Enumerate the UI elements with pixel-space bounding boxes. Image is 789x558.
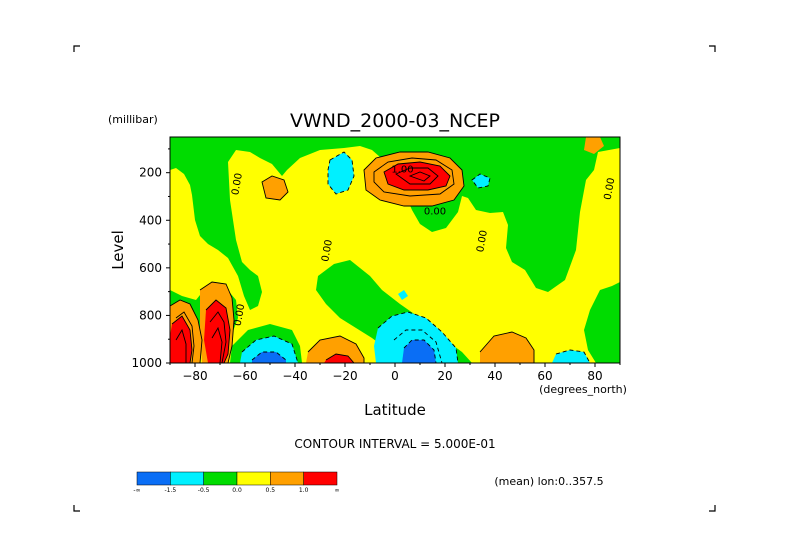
- contour-label: 0.00: [475, 229, 490, 253]
- colorbar-swatch: [236, 471, 271, 486]
- colorbar: -∞ -1.5 -0.5 0.0 0.5 1.0 ∞: [133, 471, 340, 494]
- y-axis-label: Level: [109, 230, 127, 270]
- colorbar-label: -∞: [133, 487, 140, 494]
- field-orange-topright: [584, 137, 604, 154]
- y-tick-label: 600: [139, 261, 162, 275]
- field-cyan-dot: [398, 290, 408, 300]
- colorbar-label: 0.0: [232, 487, 242, 494]
- x-axis: −80 −60 −40 −20 0 20 40 60 80: [169, 363, 621, 383]
- x-tick-label: −60: [232, 369, 257, 383]
- contour-label: 0.00: [424, 206, 446, 217]
- field-cyan-small: [472, 174, 490, 188]
- field-green-upper: [170, 137, 620, 310]
- contour-lines: [170, 151, 591, 363]
- contour-interval-text: CONTOUR INTERVAL = 5.000E-01: [294, 437, 495, 451]
- field-green-right: [584, 282, 620, 363]
- x-tick-label: 20: [437, 369, 452, 383]
- x-tick-label: 0: [391, 369, 399, 383]
- mean-text: (mean) lon:0..357.5: [494, 475, 603, 488]
- x-tick-label: 40: [487, 369, 502, 383]
- contour-labels: 1.00 0.00 0.00 0.00 0.00 0.00 0.00: [230, 165, 617, 327]
- contour-label: 0.00: [320, 239, 335, 263]
- y-units-label: (millibar): [108, 113, 158, 126]
- field-red-south1: [170, 316, 192, 363]
- y-tick-label: 1000: [131, 356, 162, 370]
- field-red-south2: [204, 300, 230, 363]
- colorbar-label: 0.5: [266, 487, 276, 494]
- x-tick-label: −20: [332, 369, 357, 383]
- field-cyan-tropics: [374, 312, 458, 363]
- colorbar-swatch: [270, 471, 304, 486]
- field-orange-north: [480, 332, 534, 363]
- y-tick-label: 200: [139, 166, 162, 180]
- contour-label: 0.00: [230, 172, 245, 196]
- field-blue-tropics: [402, 340, 436, 363]
- contour-label: 1.00: [391, 165, 413, 176]
- chart-title: VWND_2000-03_NCEP: [290, 110, 500, 132]
- colorbar-label: -1.5: [164, 487, 176, 494]
- field-cyan-upper: [328, 152, 354, 194]
- colorbar-label: -0.5: [198, 487, 210, 494]
- x-tick-label: −40: [282, 369, 307, 383]
- field-cyan-north: [552, 350, 590, 363]
- colorbar-swatch: [303, 471, 338, 486]
- x-tick-label: −80: [182, 369, 207, 383]
- plot-area: 1.00 0.00 0.00 0.00 0.00 0.00 0.00: [170, 137, 620, 363]
- field-orange-mid: [306, 336, 364, 363]
- x-tick-label: 60: [537, 369, 552, 383]
- field-orange-small: [262, 176, 288, 200]
- corner-marks: [73, 45, 716, 512]
- field-blue-south: [252, 352, 286, 363]
- colorbar-label: ∞: [335, 487, 340, 494]
- colorbar-label: 1.0: [299, 487, 309, 494]
- contour-label: 0.00: [603, 177, 618, 201]
- x-units-label: (degrees_north): [539, 383, 627, 396]
- colorbar-swatch: [136, 471, 171, 486]
- field-red-jet: [384, 162, 450, 190]
- field-cyan-south: [240, 336, 298, 363]
- colorbar-swatch: [203, 471, 238, 486]
- field-red-mid: [324, 354, 354, 363]
- contour-label: 0.00: [233, 303, 248, 327]
- colorbar-swatch: [170, 471, 204, 486]
- y-axis: 200 400 600 800 1000: [131, 148, 170, 370]
- y-tick-label: 800: [139, 308, 162, 322]
- x-tick-label: 80: [587, 369, 602, 383]
- y-tick-label: 400: [139, 213, 162, 227]
- x-axis-label: Latitude: [364, 401, 426, 419]
